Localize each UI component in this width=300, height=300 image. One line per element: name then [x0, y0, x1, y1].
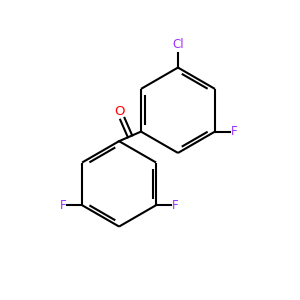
Text: O: O: [114, 105, 124, 118]
Text: F: F: [172, 199, 178, 212]
Text: Cl: Cl: [172, 38, 184, 51]
Text: F: F: [231, 125, 237, 138]
Text: F: F: [60, 199, 67, 212]
